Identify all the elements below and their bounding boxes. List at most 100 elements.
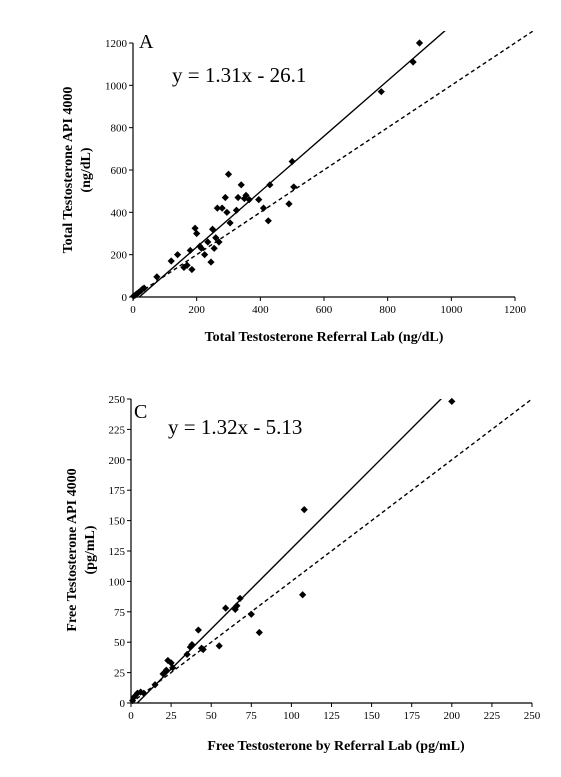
x-tick-label: 25: [166, 710, 178, 722]
y-tick-label: 1200: [105, 38, 128, 50]
x-tick-label: 250: [524, 710, 541, 722]
data-point: [207, 258, 215, 266]
equation-a: y = 1.31x - 26.1: [172, 63, 306, 87]
data-point: [199, 645, 207, 654]
data-point: [212, 234, 220, 242]
regression-line: [136, 399, 443, 703]
data-point: [186, 246, 194, 255]
data-point: [377, 88, 385, 96]
y-tick-label: 200: [109, 455, 126, 467]
y-tick-label: 250: [109, 394, 126, 406]
data-point: [255, 196, 263, 204]
data-point: [193, 229, 201, 238]
data-point: [173, 251, 182, 259]
data-point: [285, 200, 293, 208]
data-point: [237, 181, 245, 189]
data-point: [242, 191, 250, 199]
x-tick-label: 75: [246, 710, 258, 722]
y-axis-label-c-line1: Free Testosterone API 4000: [65, 468, 80, 631]
data-point: [204, 238, 212, 246]
x-tick-label: 150: [363, 710, 380, 722]
data-point: [186, 643, 194, 651]
data-point: [215, 642, 223, 650]
data-point: [259, 204, 268, 212]
data-point: [245, 196, 253, 204]
data-point: [223, 208, 231, 216]
data-point: [191, 224, 199, 232]
data-point: [215, 238, 223, 246]
data-point: [448, 397, 456, 406]
data-point: [236, 594, 244, 603]
x-tick-label: 800: [379, 304, 396, 316]
x-tick-label: 600: [316, 304, 333, 316]
data-point: [409, 58, 417, 66]
data-point: [300, 506, 308, 514]
data-point: [218, 204, 226, 212]
data-point: [180, 263, 188, 271]
chart-panel-c: 0 25 50 75 100 125 150 175 200 225 250 0 25 50 75 100 12…: [65, 394, 541, 754]
y-tick-label: 800: [111, 123, 128, 135]
y-tick-label: 400: [111, 207, 128, 219]
data-point: [167, 257, 175, 265]
identity-line: [133, 31, 533, 297]
data-point: [188, 641, 196, 649]
y-tick-label: 200: [111, 250, 128, 262]
data-point: [221, 193, 229, 202]
data-point: [210, 244, 218, 252]
data-point: [222, 604, 230, 612]
data-point: [247, 610, 255, 618]
data-point: [197, 244, 206, 252]
data-point: [232, 206, 241, 214]
x-tick-label: 400: [252, 304, 269, 316]
data-point: [183, 650, 191, 658]
x-axis-label-a: Total Testosterone Referral Lab (ng/dL): [205, 330, 444, 345]
y-tick-label: 50: [114, 637, 126, 649]
data-point: [415, 39, 424, 47]
x-tick-label: 0: [130, 304, 136, 316]
data-point: [290, 183, 298, 191]
x-tick-label: 125: [323, 710, 340, 722]
y-axis-label-c-line2: (pg/mL): [83, 525, 98, 574]
x-axis-label-c: Free Testosterone by Referral Lab (pg/mL…: [207, 739, 465, 754]
data-point: [188, 265, 196, 274]
data-point: [266, 181, 274, 189]
data-point: [213, 204, 221, 212]
data-point: [162, 666, 170, 674]
x-tick-label: 225: [484, 710, 501, 722]
data-point: [169, 664, 177, 672]
y-tick-label: 0: [120, 698, 126, 710]
equation-c: y = 1.32x - 5.13: [168, 415, 302, 439]
chart-panel-a: 0 200 400 600 800 1000 1200 0 200 400 600 800 1000 12…: [61, 31, 533, 345]
y-tick-label: 25: [114, 668, 126, 680]
y-tick-label: 1000: [105, 80, 128, 92]
y-axis-label-a-line2: (ng/dL): [79, 147, 94, 192]
data-point: [288, 157, 296, 166]
y-tick-label: 150: [109, 516, 126, 528]
data-point: [299, 591, 307, 599]
data-point: [226, 219, 234, 227]
data-point: [194, 626, 202, 634]
y-tick-label: 175: [109, 485, 126, 497]
regression-line: [138, 31, 446, 297]
data-point: [264, 217, 272, 225]
y-tick-label: 225: [109, 424, 126, 436]
x-tick-label: 1200: [504, 304, 527, 316]
y-axis-label-a-line1: Total Testosterone API 4000: [61, 87, 76, 254]
panel-label-c: C: [134, 401, 147, 423]
data-point: [224, 170, 233, 178]
x-tick-label: 175: [403, 710, 420, 722]
data-point: [151, 681, 159, 689]
x-tick-label: 200: [188, 304, 205, 316]
x-tick-label: 100: [283, 710, 300, 722]
y-tick-label: 600: [111, 165, 128, 177]
data-point: [201, 251, 209, 259]
x-tick-label: 0: [128, 710, 134, 722]
y-tick-label: 100: [109, 576, 126, 588]
y-tick-label: 125: [109, 546, 126, 558]
x-tick-label: 1000: [440, 304, 463, 316]
data-point: [233, 602, 241, 610]
data-point: [153, 273, 161, 281]
data-point: [140, 689, 148, 697]
data-point: [234, 193, 242, 202]
